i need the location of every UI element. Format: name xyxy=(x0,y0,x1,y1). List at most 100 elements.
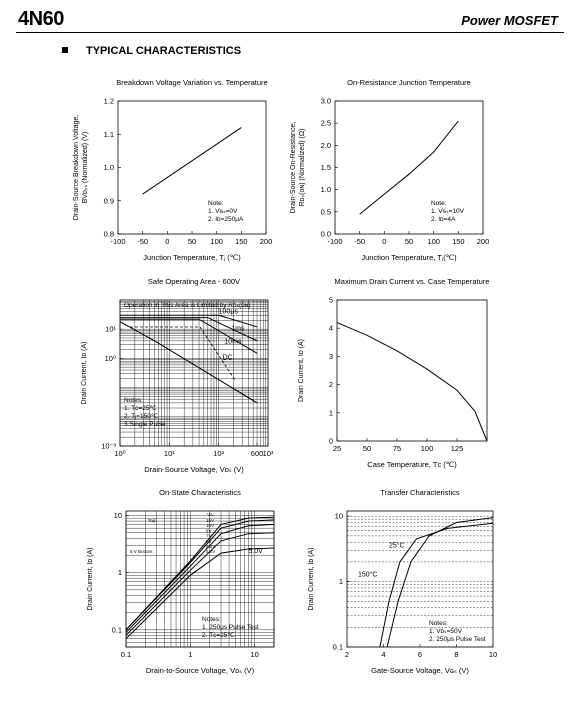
y-axis-label: Drain-Source Breakdown Voltage, xyxy=(73,115,80,221)
y-tick-label: 3 xyxy=(329,352,333,361)
x-axis-label: Junction Temperature, Tⱼ(℃) xyxy=(361,253,457,262)
x-axis-label: Drain-Source Voltage, Vᴅₛ (V) xyxy=(144,465,244,474)
chart-onstate: On-State Characteristics 0.1 1 10 0.1 1 10 Drai… xyxy=(87,488,275,675)
x-tick-label: -50 xyxy=(354,237,365,246)
doc-title: Power MOSFET xyxy=(461,13,558,28)
y-tick-label: 10⁻³ xyxy=(101,442,116,451)
x-tick-label: 600 xyxy=(251,449,264,458)
series-line xyxy=(379,522,494,648)
x-tick-label: 125 xyxy=(451,444,464,453)
y-axis-label: Drain Current, Iᴅ (A) xyxy=(87,548,94,611)
series-line xyxy=(125,532,275,636)
x-tick-label: 50 xyxy=(363,444,371,453)
series-line xyxy=(125,516,275,631)
grid xyxy=(347,515,493,648)
note-text: 2. Tⱼ=150℃ xyxy=(124,413,159,420)
x-axis-label: Junction Temperature, Tⱼ (℃) xyxy=(143,253,241,262)
x-tick-label: 1 xyxy=(188,650,192,659)
y-tick-label: 10⁰ xyxy=(105,354,116,363)
y-tick-label: 1 xyxy=(339,577,343,586)
series-label: 100μs xyxy=(219,308,239,315)
section-title: TYPICAL CHARACTERISTICS xyxy=(86,45,242,57)
note-text: 2. Tᴄ=25℃ xyxy=(202,632,235,639)
x-tick-label: 100 xyxy=(421,444,434,453)
legend-value: 5.0V xyxy=(206,549,215,554)
x-tick-label: 10⁰ xyxy=(114,449,125,458)
note-text: Notes: xyxy=(202,616,221,623)
legend-top: Top: xyxy=(148,518,157,523)
note-text: 1. Vᴅₛ=50V xyxy=(429,628,463,635)
rdson-limit-line xyxy=(130,326,236,381)
note-text: Note: xyxy=(431,200,447,207)
header-rule xyxy=(16,32,564,33)
series-line xyxy=(125,547,275,640)
y-tick-label: 0.8 xyxy=(104,230,114,239)
y-tick-label: 1.0 xyxy=(104,163,114,172)
y-tick-label: 1.5 xyxy=(321,163,331,172)
y-tick-label: 0.5 xyxy=(321,207,331,216)
chart-rdson: On-Resistance Junction Temperature -100 -5… xyxy=(290,78,489,262)
x-tick-label: 4 xyxy=(381,650,385,659)
series-line xyxy=(386,517,494,648)
x-tick-label: 10 xyxy=(250,650,258,659)
x-tick-label: 2 xyxy=(345,650,349,659)
y-tick-label: 1.0 xyxy=(321,185,331,194)
section-heading: TYPICAL CHARACTERISTICS xyxy=(62,45,241,57)
series-line xyxy=(120,318,258,354)
note-text: 2. Iᴅ=4A xyxy=(431,216,456,223)
y-tick-label: 2.0 xyxy=(321,141,331,150)
series-line xyxy=(142,127,242,195)
legend-value: 15V xyxy=(206,518,214,523)
x-tick-label: 10¹ xyxy=(164,449,175,458)
x-axis-label: Drain-to-Source Voltage, Vᴅₛ (V) xyxy=(146,666,255,675)
chart-title: Safe Operating Area - 600V xyxy=(148,277,240,286)
x-tick-label: 50 xyxy=(188,237,196,246)
series-line xyxy=(359,120,459,215)
x-tick-label: 0.1 xyxy=(121,650,131,659)
note-text: Notes: xyxy=(124,397,143,404)
curve-label: 5.0V xyxy=(248,548,263,555)
series-line xyxy=(120,314,258,328)
y-tick-label: 1.2 xyxy=(104,97,114,106)
x-tick-label: 0 xyxy=(165,237,169,246)
legend-value: 8V xyxy=(206,528,212,533)
grid xyxy=(125,511,275,648)
y-axis-label: BVᴅₛₛ (Normalized) (V) xyxy=(82,132,89,204)
x-tick-label: 10 xyxy=(489,650,497,659)
legend-value: 5.5V xyxy=(206,544,215,549)
x-tick-label: 100 xyxy=(427,237,440,246)
series-label: DC xyxy=(223,355,233,362)
y-tick-label: 2.5 xyxy=(321,119,331,128)
x-tick-label: 50 xyxy=(405,237,413,246)
series-line xyxy=(125,523,275,633)
x-tick-label: 150 xyxy=(452,237,465,246)
chart-title: On-State Characteristics xyxy=(159,488,241,497)
y-tick-label: 10¹ xyxy=(105,325,116,334)
chart-title: Transfer Characteristics xyxy=(380,488,460,497)
y-axis-label: Drain Current, Iᴅ (A) xyxy=(308,548,315,611)
y-tick-label: 3.0 xyxy=(321,97,331,106)
y-axis-label: Rᴅₛ(ᴏɴ) (Normalized) (Ω) xyxy=(299,129,306,207)
y-tick-label: 1 xyxy=(329,408,333,417)
y-axis-label: Drain Current, Iᴅ (A) xyxy=(298,339,305,402)
x-tick-label: 200 xyxy=(260,237,273,246)
y-tick-label: 5 xyxy=(329,296,333,305)
y-tick-label: 0 xyxy=(329,437,333,446)
x-tick-label: 0 xyxy=(382,237,386,246)
note-text: Notes: xyxy=(429,620,448,627)
chart-bvdss: Breakdown Voltage Variation vs. Temperat… xyxy=(73,78,272,262)
chart-transfer: Transfer Characteristics 2 4 6 8 10 0.1 1 10 Gate… xyxy=(308,488,497,675)
note-text: 1. Vɢₛ=0V xyxy=(208,208,238,215)
region-label: Operation in This Area is Limited by Rᴅₛ… xyxy=(124,302,251,309)
x-tick-label: 75 xyxy=(393,444,401,453)
x-tick-label: -50 xyxy=(137,237,148,246)
plot-frame xyxy=(346,510,494,648)
plot-frame xyxy=(117,100,267,235)
x-tick-label: 10³ xyxy=(263,449,274,458)
y-tick-label: 0.9 xyxy=(104,196,114,205)
series-label: 150°C xyxy=(358,570,378,578)
y-tick-label: 4 xyxy=(329,324,333,333)
plot-frame xyxy=(336,299,488,442)
